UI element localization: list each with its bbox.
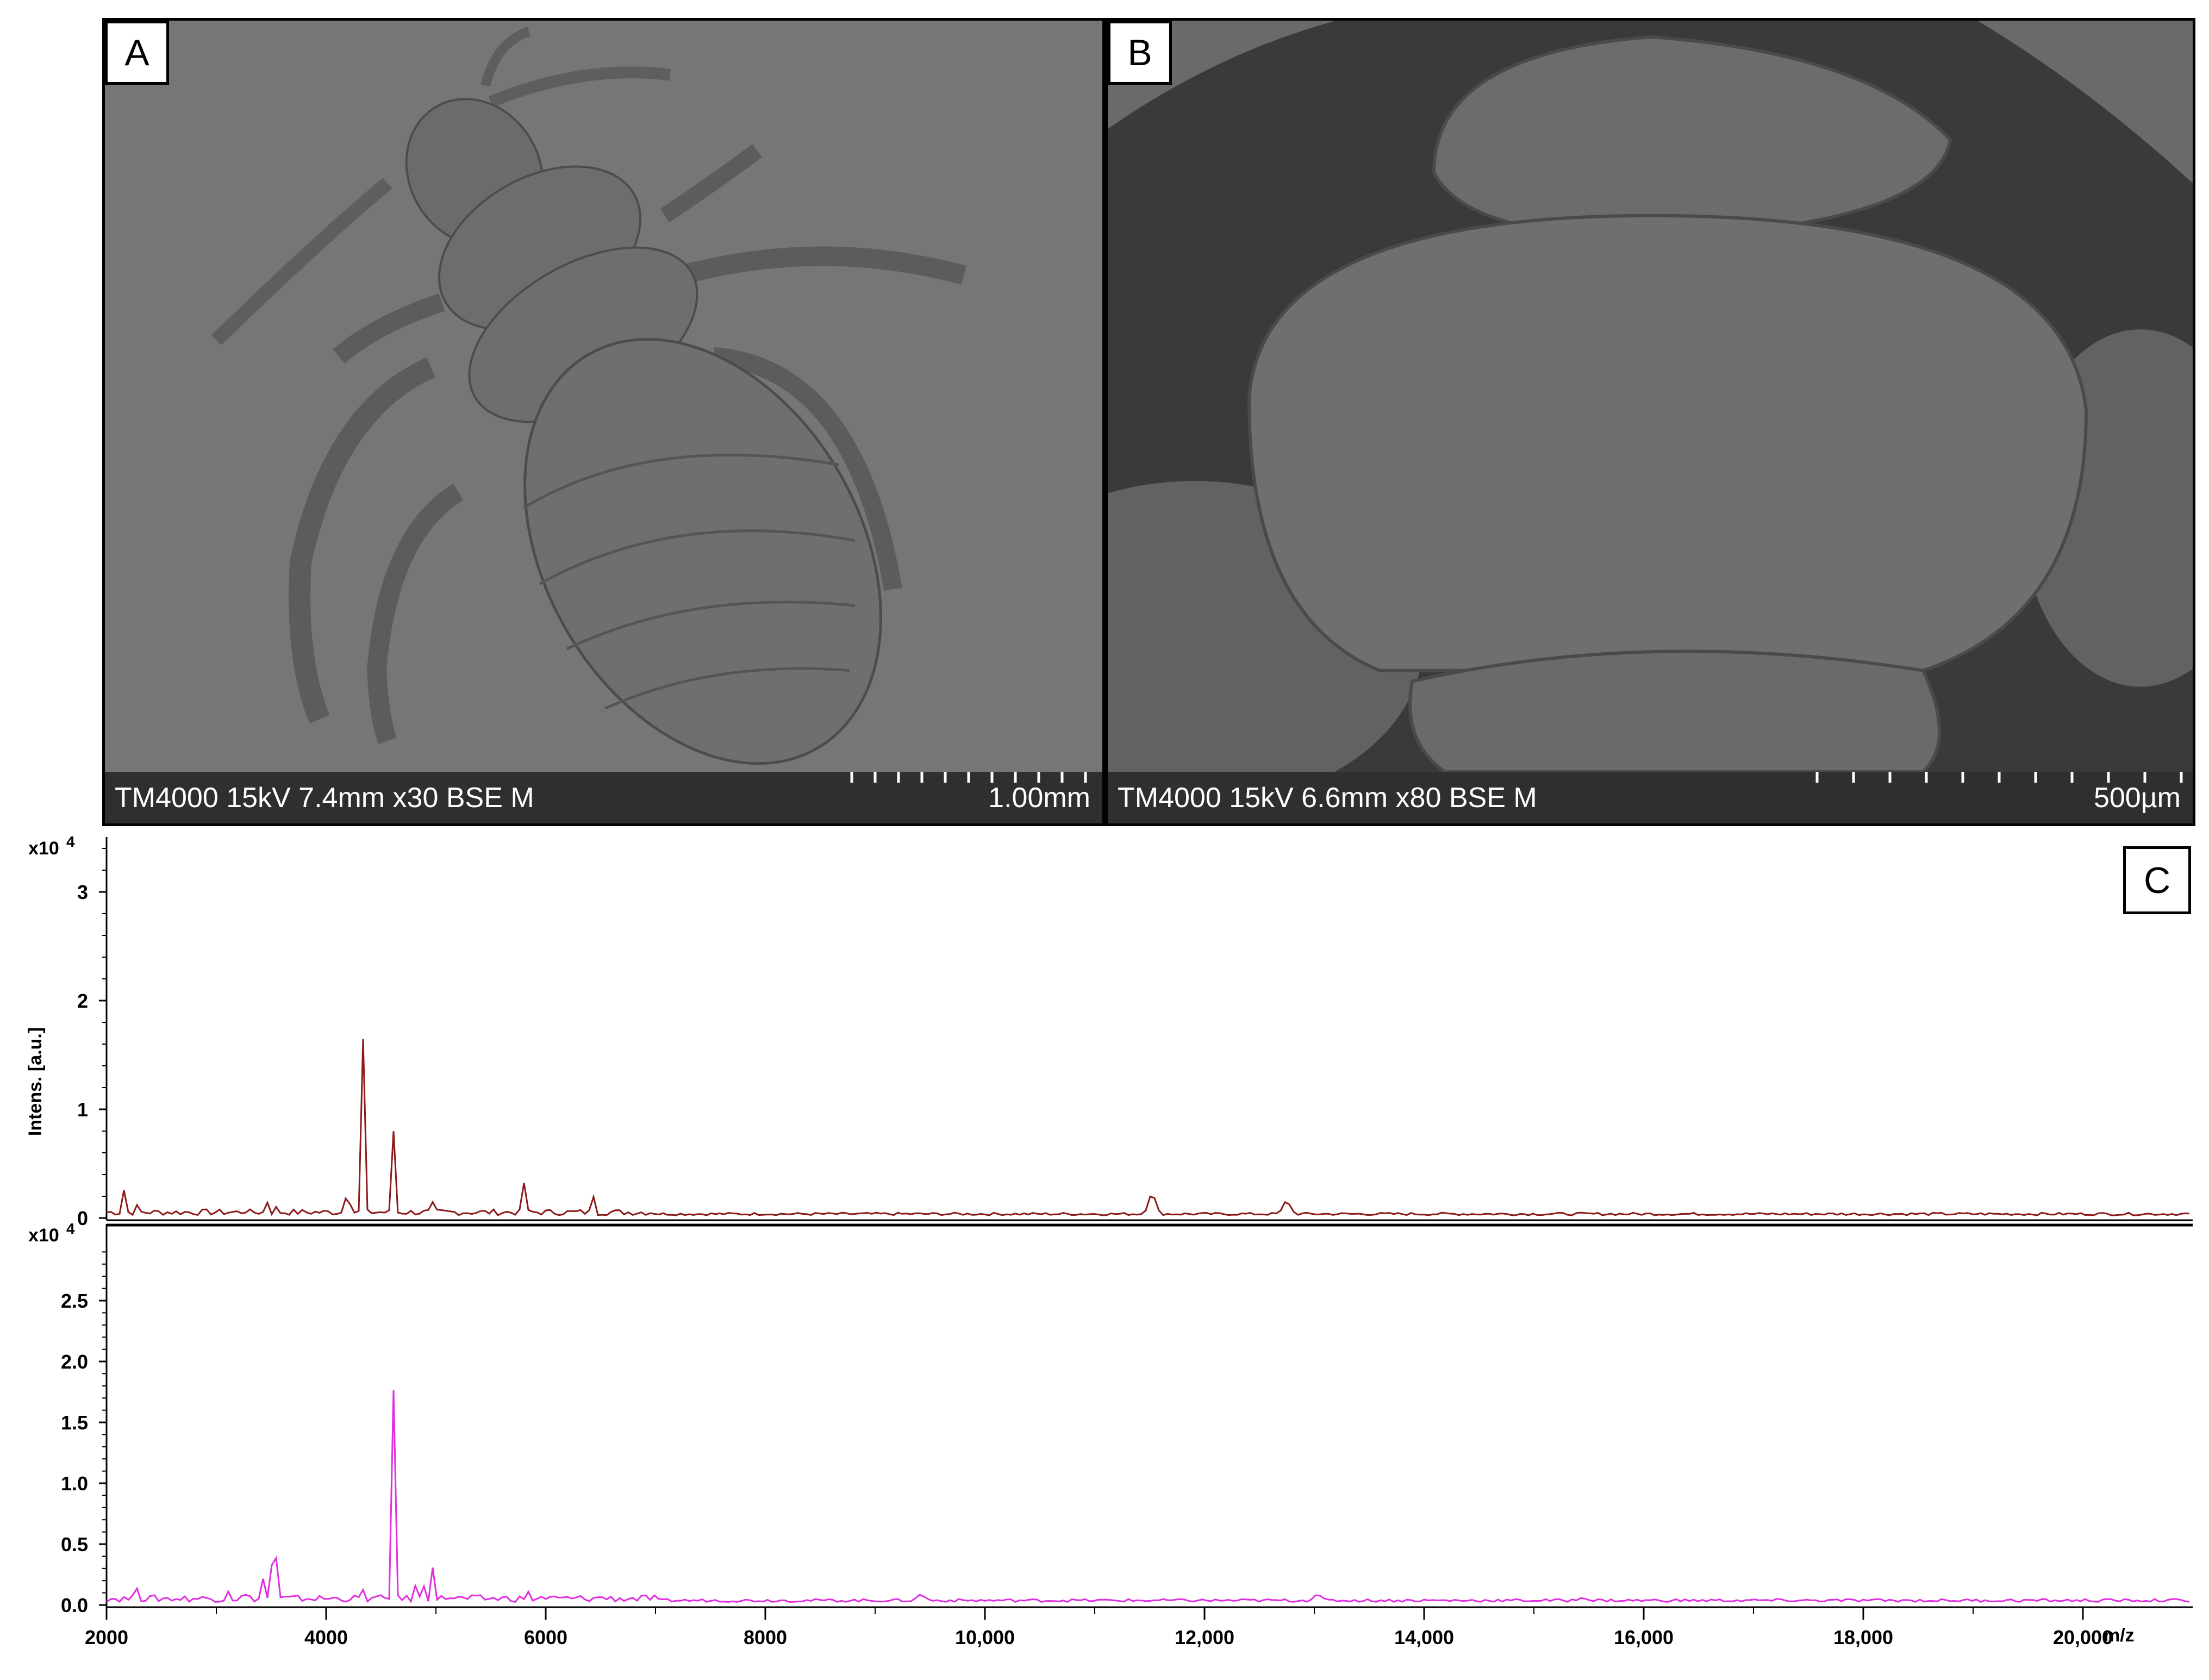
x-tick-label: 4000 — [304, 1626, 348, 1648]
x-tick-label: 20,000 — [2053, 1626, 2113, 1648]
sem-panel-a: TM4000 15kV 7.4mm x30 BSE M 1.00mm A — [102, 18, 1105, 826]
x-tick-label: 14,000 — [1394, 1626, 1454, 1648]
panel-label-c: C — [2123, 846, 2191, 914]
x-tick-label: 18,000 — [1833, 1626, 1893, 1648]
scale-bar-label: 1.00mm — [988, 782, 1090, 814]
panel-label-b: B — [1108, 21, 1172, 85]
scale-bar-label: 500µm — [2093, 782, 2181, 814]
sem-info-bar: TM4000 15kV 6.6mm x80 BSE M 500µm — [1108, 772, 2193, 823]
y-exponent-label: 4 — [66, 833, 75, 850]
x-tick-label: 12,000 — [1175, 1626, 1234, 1648]
scale-bar-ticks — [1815, 772, 2183, 783]
y-multiplier-label: x10 — [28, 838, 59, 859]
y-tick-label: 0.0 — [61, 1594, 88, 1616]
y-exponent-label: 4 — [66, 1220, 75, 1237]
panel-label-a: A — [105, 21, 169, 85]
y-tick-label: 2.0 — [61, 1351, 88, 1373]
maldi-spectra-panel: 0 1 2 3 x10 4 0.0 0.5 1.0 1.5 2.0 2.5 x10 4 Intens. [a… — [0, 826, 2209, 1680]
spectrum-line — [106, 1039, 2190, 1216]
sem-info-text: TM4000 15kV 6.6mm x80 BSE M — [1118, 782, 1537, 814]
bedbug-whole-body-image — [105, 21, 1102, 772]
spectrum-line — [106, 1390, 2190, 1603]
y-multiplier-label: x10 — [28, 1225, 59, 1246]
x-tick-label: 6000 — [524, 1626, 567, 1648]
y-tick-label: 2.5 — [61, 1290, 88, 1312]
y-tick-label: 3 — [77, 881, 88, 903]
x-tick-label: 10,000 — [955, 1626, 1015, 1648]
scale-bar-ticks — [850, 772, 1087, 783]
spectra-chart: 0 1 2 3 x10 4 0.0 0.5 1.0 1.5 2.0 2.5 x10 4 Intens. [a… — [25, 833, 2193, 1648]
y-tick-label: 1.5 — [61, 1412, 88, 1434]
y-tick-label: 1.0 — [61, 1472, 88, 1495]
x-axis-label: m/z — [2104, 1625, 2135, 1646]
y-tick-label: 0.5 — [61, 1533, 88, 1556]
sem-panel-b: TM4000 15kV 6.6mm x80 BSE M 500µm B — [1105, 18, 2195, 826]
y-tick-label: 2 — [77, 990, 88, 1012]
y-tick-label: 1 — [77, 1098, 88, 1121]
sem-info-text: TM4000 15kV 7.4mm x30 BSE M — [115, 782, 534, 814]
x-tick-label: 16,000 — [1614, 1626, 1674, 1648]
y-axis-label: Intens. [a.u.] — [25, 1027, 46, 1136]
y-tick-label: 0 — [77, 1207, 88, 1229]
x-tick-label: 8000 — [744, 1626, 787, 1648]
x-tick-label: 2000 — [85, 1626, 128, 1648]
bedbug-thorax-closeup-image — [1108, 21, 2193, 772]
sem-info-bar: TM4000 15kV 7.4mm x30 BSE M 1.00mm — [105, 772, 1102, 823]
